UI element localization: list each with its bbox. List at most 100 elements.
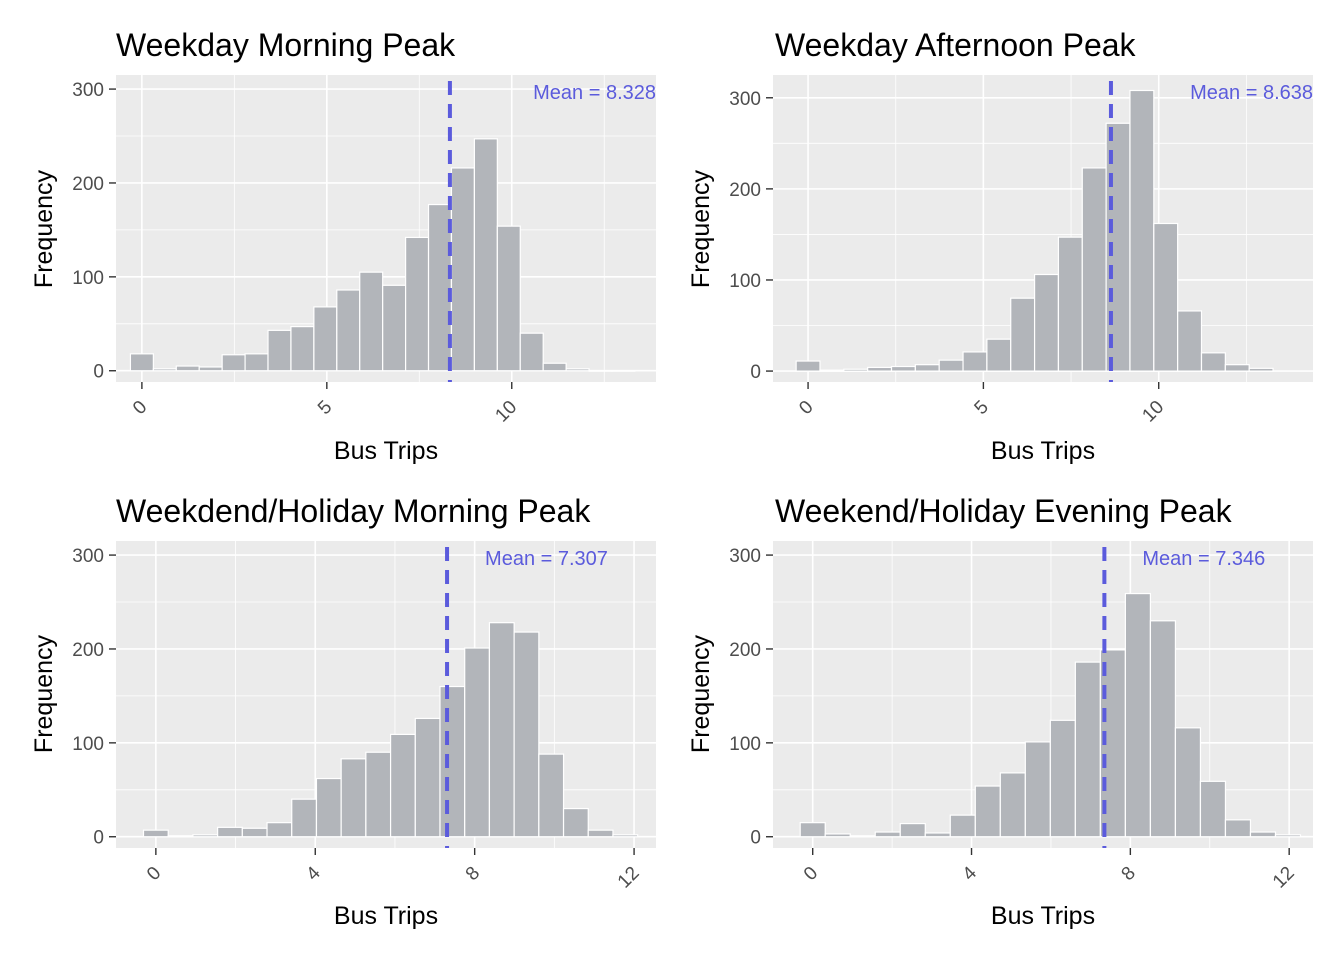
- y-tick-label: 0: [93, 362, 104, 383]
- histogram-bar: [542, 362, 567, 372]
- histogram-bar: [1010, 297, 1036, 372]
- y-tick-label: 0: [750, 362, 761, 383]
- histogram-bar: [439, 685, 466, 838]
- mean-label: Mean = 8.328: [533, 82, 656, 104]
- histogram-bar: [1174, 727, 1202, 838]
- chart-title: Weekdend/Holiday Morning Peak: [116, 493, 591, 529]
- histogram-bar: [129, 353, 154, 372]
- histogram-bar: [1033, 273, 1060, 372]
- histogram-bar: [1149, 620, 1177, 838]
- chart-title: Weekday Morning Peak: [116, 27, 456, 63]
- histogram-bar: [562, 807, 589, 838]
- histogram-bar: [1224, 819, 1252, 838]
- histogram-bar: [142, 829, 169, 838]
- x-tick-label: 0: [800, 863, 822, 885]
- y-axis-label: Frequency: [30, 634, 58, 753]
- histogram-bar: [464, 647, 491, 838]
- histogram-bar: [221, 354, 246, 372]
- y-tick-label: 200: [729, 640, 761, 661]
- y-tick-label: 0: [750, 828, 761, 849]
- histogram-bar: [612, 834, 639, 838]
- histogram-bar: [313, 306, 338, 372]
- histogram-bar: [1249, 831, 1277, 838]
- histogram-bar: [1153, 222, 1179, 372]
- y-axis-label: Frequency: [30, 169, 58, 288]
- histogram-bars: [142, 622, 639, 838]
- histogram-bar: [1248, 367, 1274, 372]
- chart-title: Weekday Afternoon Peak: [775, 27, 1137, 63]
- x-tick-label: 12: [614, 863, 644, 893]
- histogram-bar: [1124, 592, 1152, 838]
- panel-4: Mean = 7.346 0 100 200 300 0 4 8 12 Weekend/Holid…: [687, 493, 1313, 930]
- histogram-bar: [1074, 661, 1101, 838]
- histogram-bar: [290, 326, 315, 372]
- histogram-bar: [795, 360, 821, 372]
- x-axis-label: Bus Trips: [991, 437, 1095, 465]
- histogram-bar: [849, 835, 876, 838]
- histogram-bar: [587, 829, 614, 838]
- y-axis-label: Frequency: [687, 169, 715, 288]
- histogram-bar: [175, 365, 200, 372]
- histogram-bar: [974, 785, 1001, 838]
- histogram-bar: [450, 167, 475, 372]
- histogram-bar: [291, 798, 318, 838]
- x-tick-label: 8: [1118, 863, 1140, 885]
- x-tick-label: 4: [302, 862, 325, 885]
- histogram-bar: [1200, 352, 1226, 372]
- histogram-bar: [198, 366, 223, 372]
- histogram-bar: [949, 814, 976, 838]
- histogram-bar: [244, 353, 269, 372]
- histogram-bar: [986, 338, 1012, 372]
- mean-label: Mean = 8.638: [1190, 82, 1313, 104]
- y-tick-label: 100: [729, 734, 761, 755]
- histogram-bar: [799, 822, 826, 838]
- x-tick-label: 4: [959, 862, 982, 885]
- x-tick-label: 0: [129, 397, 151, 419]
- histogram-bar: [192, 834, 219, 838]
- x-tick-label: 12: [1269, 863, 1299, 893]
- histogram-bar: [389, 733, 416, 838]
- histogram-bar: [340, 758, 367, 838]
- x-axis-label: Bus Trips: [334, 902, 438, 930]
- x-tick-label: 0: [795, 397, 817, 419]
- y-axis-label: Frequency: [687, 634, 715, 753]
- y-tick-label: 100: [72, 268, 104, 289]
- histogram-bar: [824, 833, 851, 838]
- x-tick-label: 10: [1138, 397, 1168, 427]
- histogram-bar: [890, 365, 916, 372]
- histogram-bar: [152, 368, 177, 372]
- histogram-bar: [1177, 310, 1203, 372]
- mean-label: Mean = 7.346: [1142, 548, 1265, 570]
- histogram-bar: [496, 225, 521, 372]
- histogram-bar: [267, 329, 292, 372]
- histogram-bar: [167, 835, 194, 838]
- x-axis-label: Bus Trips: [334, 437, 438, 465]
- y-tick-label: 300: [72, 546, 104, 567]
- histogram-bar: [843, 368, 869, 372]
- histogram-bar: [962, 351, 988, 372]
- panel-1: Mean = 8.328 0 100 200 300 0 5 10 Weekday Mornin…: [30, 27, 656, 465]
- histogram-bar: [867, 366, 893, 372]
- panel-3: Mean = 7.307 0 100 200 300 0 4 8 12 Weekdend/Holi…: [30, 493, 656, 930]
- y-tick-label: 100: [729, 271, 761, 292]
- histogram-bar: [405, 236, 430, 372]
- y-tick-label: 300: [729, 89, 761, 110]
- x-axis-label: Bus Trips: [991, 902, 1095, 930]
- x-tick-label: 10: [491, 397, 521, 427]
- histogram-bar: [565, 368, 590, 372]
- histogram-bar: [1057, 236, 1083, 372]
- y-tick-label: 200: [72, 640, 104, 661]
- histogram-bar: [1081, 167, 1107, 372]
- histogram-bar: [266, 822, 293, 838]
- histogram-bar: [899, 822, 926, 838]
- histogram-bar: [365, 751, 392, 838]
- y-tick-label: 300: [729, 546, 761, 567]
- mean-label: Mean = 7.307: [485, 548, 608, 570]
- x-tick-label: 0: [143, 863, 165, 885]
- histogram-bar: [819, 369, 845, 372]
- histogram-bar: [217, 826, 243, 838]
- histogram-bar: [914, 364, 940, 372]
- histogram-bar: [1049, 719, 1076, 838]
